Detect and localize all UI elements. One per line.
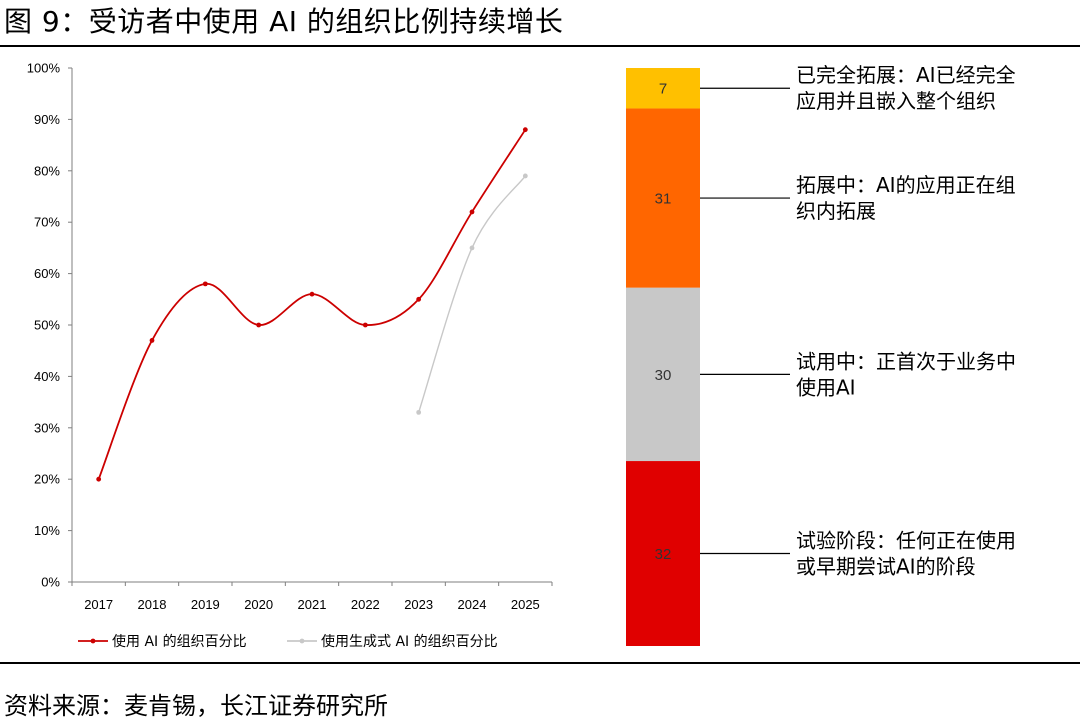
data-point — [416, 409, 422, 415]
series-line-1 — [418, 175, 526, 413]
segment-annotation: 试验阶段：任何正在使用 — [796, 529, 1016, 553]
data-point — [362, 322, 368, 328]
y-tick-label: 40% — [34, 369, 60, 384]
bar-segment — [626, 68, 700, 109]
legend-label: 使用生成式 AI 的组织百分比 — [321, 633, 498, 650]
series-line-0 — [97, 129, 527, 480]
figure-title: 图 9：受访者中使用 AI 的组织比例持续增长 — [4, 5, 564, 38]
data-point — [149, 338, 155, 343]
x-tick-label: 2018 — [138, 597, 167, 612]
segment-label: 32 — [655, 546, 672, 563]
x-tick-label: 2017 — [84, 597, 113, 612]
legend-marker — [90, 638, 96, 644]
x-tick-label: 2019 — [191, 597, 220, 612]
chart-area: 0% 10% 20% 30% 40% 50% 60% 70% 80% 90% 100% 2017 201… — [27, 61, 1016, 651]
x-tick-label: 2020 — [244, 597, 273, 612]
line-chart: 0% 10% 20% 30% 40% 50% 60% 70% 80% 90% 100% 2017 201… — [27, 61, 553, 650]
segment-annotation: 已完全拓展：AI已经完全 — [796, 63, 1016, 87]
y-tick-label: 70% — [34, 215, 60, 230]
x-tick-label: 2023 — [404, 597, 433, 612]
segment-annotation: 使用AI — [796, 375, 856, 399]
x-tick-label: 2025 — [511, 597, 540, 612]
x-tick-label: 2024 — [458, 597, 487, 612]
segment-annotation: 试用中：正首次于业务中 — [796, 349, 1016, 373]
data-point — [469, 209, 475, 215]
data-point — [416, 296, 422, 302]
y-tick-label: 20% — [34, 472, 60, 487]
y-tick-label: 50% — [34, 318, 60, 333]
segment-label: 7 — [659, 81, 667, 98]
legend-marker — [299, 638, 305, 644]
x-tick-label: 2021 — [298, 597, 327, 612]
y-tick-label: 90% — [34, 112, 60, 127]
y-tick-label: 0% — [41, 575, 60, 590]
legend-label: 使用 AI 的组织百分比 — [112, 633, 247, 650]
source-note: 资料来源：麦肯锡，长江证券研究所 — [4, 692, 388, 720]
y-tick-label: 100% — [27, 61, 61, 76]
y-tick-label: 60% — [34, 266, 60, 281]
data-point — [469, 245, 475, 251]
y-tick-label: 30% — [34, 420, 60, 435]
data-point — [202, 281, 208, 287]
bar-segment — [626, 108, 700, 288]
bar-segment — [626, 287, 700, 462]
segment-label: 30 — [655, 367, 672, 384]
x-tick-label: 2022 — [351, 597, 380, 612]
data-point — [256, 322, 262, 328]
bottom-rule — [0, 662, 1080, 664]
segment-label: 31 — [655, 191, 672, 208]
y-tick-label: 80% — [34, 163, 60, 178]
segment-annotation: 织内拓展 — [796, 199, 876, 223]
segment-annotation: 或早期尝试AI的阶段 — [796, 555, 976, 579]
data-point — [309, 291, 315, 297]
y-tick-label: 10% — [34, 523, 60, 538]
top-rule — [0, 45, 1080, 47]
data-point — [522, 173, 528, 179]
segment-annotation: 应用并且嵌入整个组织 — [796, 89, 996, 113]
bar-segment — [626, 461, 700, 646]
segment-annotation: 拓展中：AI的应用正在组 — [796, 173, 1016, 197]
data-point — [96, 476, 102, 482]
data-point — [522, 127, 528, 133]
